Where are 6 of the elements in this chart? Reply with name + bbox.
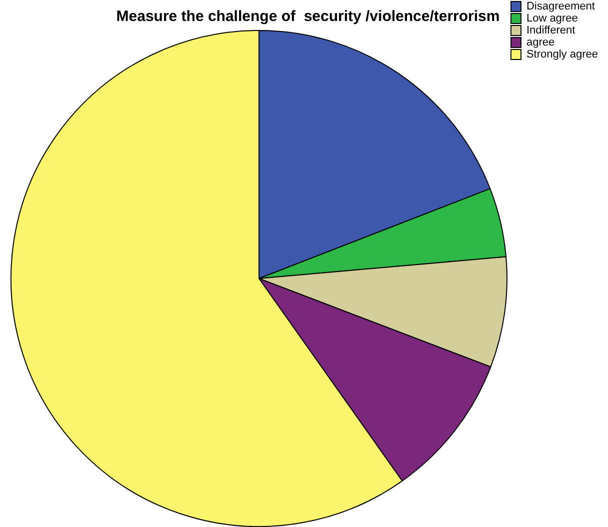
legend-label: Strongly agree: [526, 48, 598, 61]
text: Measure the challenge of security /violence/terrorism: [116, 8, 500, 26]
legend-label: Disagreement: [526, 0, 595, 13]
legend-label: agree: [526, 36, 555, 49]
legend-label: Indifferent: [526, 24, 576, 37]
legend-label: Low agree: [526, 12, 578, 25]
